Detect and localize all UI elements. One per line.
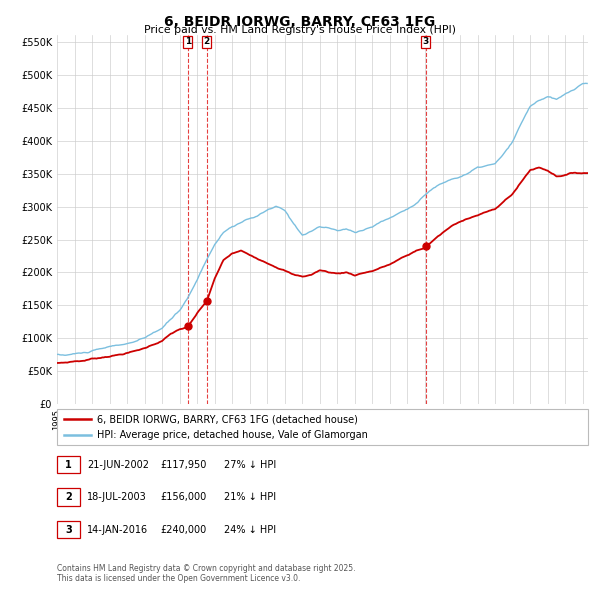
Text: 1: 1 bbox=[185, 37, 191, 46]
Text: 3: 3 bbox=[65, 525, 72, 535]
Text: 14-JAN-2016: 14-JAN-2016 bbox=[87, 525, 148, 535]
Text: 2: 2 bbox=[65, 492, 72, 502]
Text: 24% ↓ HPI: 24% ↓ HPI bbox=[224, 525, 276, 535]
Text: 2: 2 bbox=[203, 37, 210, 46]
Text: 6, BEIDR IORWG, BARRY, CF63 1FG: 6, BEIDR IORWG, BARRY, CF63 1FG bbox=[164, 15, 436, 29]
Text: 1: 1 bbox=[65, 460, 72, 470]
Text: Contains HM Land Registry data © Crown copyright and database right 2025.
This d: Contains HM Land Registry data © Crown c… bbox=[57, 563, 355, 583]
Text: 6, BEIDR IORWG, BARRY, CF63 1FG (detached house): 6, BEIDR IORWG, BARRY, CF63 1FG (detache… bbox=[97, 414, 358, 424]
Text: 18-JUL-2003: 18-JUL-2003 bbox=[87, 492, 147, 502]
Text: 21% ↓ HPI: 21% ↓ HPI bbox=[224, 492, 276, 502]
Text: £117,950: £117,950 bbox=[161, 460, 207, 470]
Text: Price paid vs. HM Land Registry's House Price Index (HPI): Price paid vs. HM Land Registry's House … bbox=[144, 25, 456, 35]
Text: 27% ↓ HPI: 27% ↓ HPI bbox=[224, 460, 276, 470]
Text: HPI: Average price, detached house, Vale of Glamorgan: HPI: Average price, detached house, Vale… bbox=[97, 430, 368, 440]
Text: £240,000: £240,000 bbox=[161, 525, 207, 535]
Text: 21-JUN-2002: 21-JUN-2002 bbox=[87, 460, 149, 470]
Text: £156,000: £156,000 bbox=[161, 492, 207, 502]
Text: 3: 3 bbox=[422, 37, 429, 46]
